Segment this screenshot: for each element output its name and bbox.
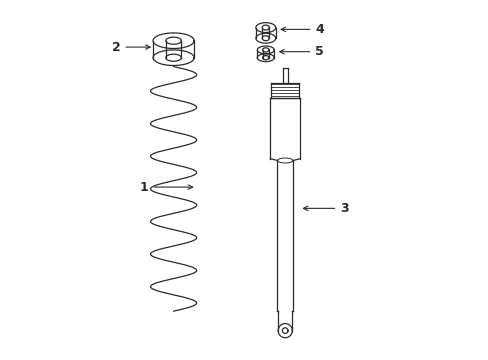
- Text: 3: 3: [303, 202, 348, 215]
- Text: 4: 4: [281, 23, 324, 36]
- Text: 2: 2: [111, 41, 150, 54]
- Text: 5: 5: [279, 45, 324, 58]
- Text: 1: 1: [140, 181, 192, 194]
